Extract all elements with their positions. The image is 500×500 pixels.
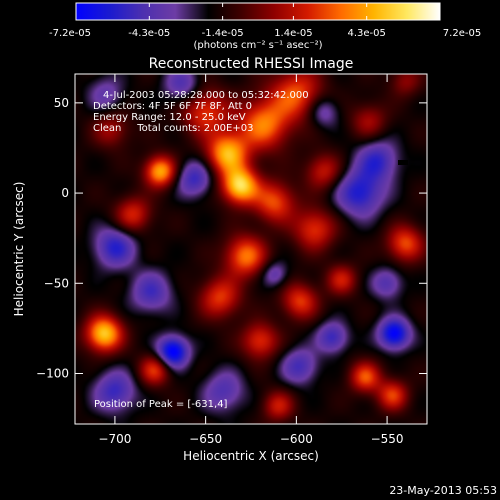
y-tick-label: −50 <box>44 276 69 290</box>
x-tick-label: −550 <box>371 432 404 446</box>
info-detectors: Detectors: 4F 5F 6F 7F 8F, Att 0 <box>93 101 252 112</box>
y-tick-label: 0 <box>61 186 69 200</box>
colorbar <box>75 2 441 21</box>
heatmap-image <box>75 74 427 424</box>
chart-title: Reconstructed RHESSI Image <box>149 56 354 72</box>
colorbar-tick-label: -1.4e-05 <box>202 28 244 39</box>
y-axis-ticks: −100 −50 0 50 <box>36 96 427 380</box>
colorbar-unit-label: (photons cm⁻² s⁻¹ asec⁻²) <box>193 40 322 51</box>
info-time-range: 4-Jul-2003 05:28:28.000 to 05:32:42.000 <box>103 90 309 101</box>
timestamp: 23-May-2013 05:53 <box>389 484 497 497</box>
x-tick-label: −650 <box>189 432 222 446</box>
colorbar-tick-label: -7.2e-05 <box>49 28 91 39</box>
y-axis-label: Heliocentric Y (arcsec) <box>12 182 26 317</box>
info-block: 4-Jul-2003 05:28:28.000 to 05:32:42.000 … <box>93 90 309 134</box>
colorbar-ticks: -7.2e-05 -4.3e-05 -1.4e-05 1.4e-05 4.3e-05 7.… <box>49 3 481 39</box>
info-energy-range: Energy Range: 12.0 - 25.0 keV <box>93 112 246 123</box>
y-tick-label: 50 <box>54 96 69 110</box>
peak-marker <box>398 160 408 165</box>
y-tick-label: −100 <box>36 366 69 380</box>
x-tick-label: −700 <box>98 432 131 446</box>
x-tick-label: −600 <box>280 432 313 446</box>
colorbar-tick-label: 1.4e-05 <box>274 28 312 39</box>
x-axis-ticks: −700 −650 −600 −550 <box>98 74 404 446</box>
peak-position-label: Position of Peak = [-631,4] <box>94 399 228 410</box>
colorbar-tick-label: 7.2e-05 <box>443 28 481 39</box>
x-axis-label: Heliocentric X (arcsec) <box>183 449 319 463</box>
colorbar-tick-label: 4.3e-05 <box>347 28 385 39</box>
info-clean-counts: Clean Total counts: 2.00E+03 <box>93 123 253 134</box>
plot-frame <box>74 73 428 425</box>
colorbar-tick-label: -4.3e-05 <box>128 28 170 39</box>
